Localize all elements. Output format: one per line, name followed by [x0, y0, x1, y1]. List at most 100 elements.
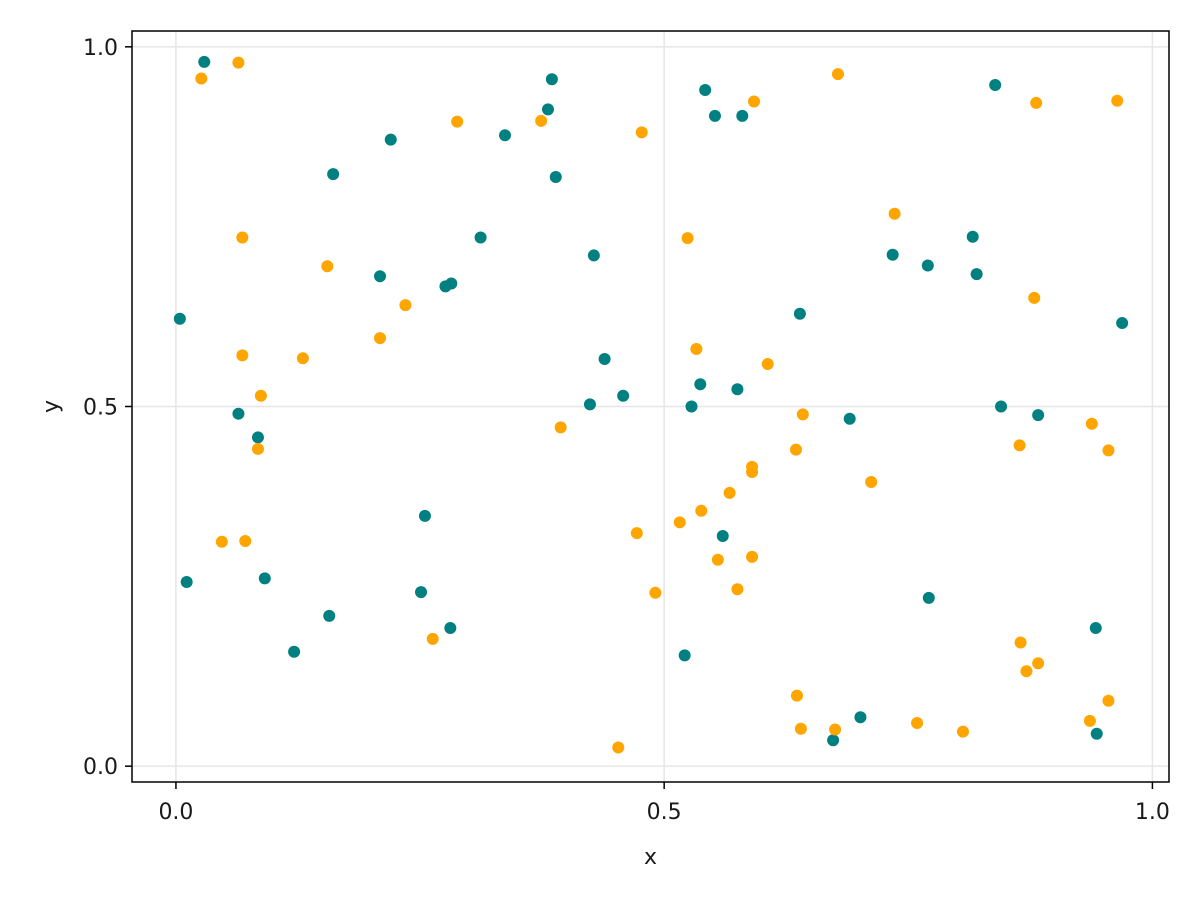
y-tick-label: 1.0	[83, 36, 118, 61]
scatter-point-series-2	[723, 486, 736, 499]
scatter-point-series-1	[415, 586, 428, 599]
scatter-point-series-2	[1020, 665, 1033, 678]
scatter-point-series-2	[746, 550, 759, 563]
scatter-point-series-2	[746, 465, 759, 478]
scatter-point-series-1	[708, 109, 721, 122]
scatter-point-series-1	[549, 171, 562, 184]
scatter-point-series-2	[711, 553, 724, 566]
scatter-point-series-1	[617, 389, 630, 402]
scatter-point-series-1	[736, 109, 749, 122]
scatter-point-series-2	[956, 725, 969, 738]
scatter-point-series-2	[635, 126, 648, 139]
x-axis-title: x	[644, 845, 657, 870]
scatter-point-series-2	[1083, 714, 1096, 727]
scatter-point-series-1	[1032, 409, 1045, 422]
scatter-point-series-2	[195, 72, 208, 85]
scatter-point-series-2	[1102, 694, 1115, 707]
x-tick-label: 1.0	[1135, 800, 1170, 825]
scatter-point-series-1	[921, 259, 934, 272]
scatter-point-series-2	[321, 260, 334, 273]
scatter-point-series-1	[288, 645, 301, 658]
scatter-point-series-2	[865, 476, 878, 489]
scatter-point-series-1	[1089, 622, 1102, 635]
scatter-point-series-2	[1085, 417, 1098, 430]
scatter-point-series-1	[474, 231, 487, 244]
scatter-point-series-2	[673, 516, 686, 529]
scatter-point-series-1	[445, 277, 458, 290]
scatter-point-series-1	[327, 168, 340, 181]
scatter-point-series-2	[426, 632, 439, 645]
scatter-point-series-2	[1030, 96, 1043, 109]
scatter-point-series-1	[418, 509, 431, 522]
scatter-point-series-1	[854, 711, 867, 724]
scatter-point-series-1	[995, 400, 1008, 413]
scatter-point-series-2	[829, 723, 842, 736]
scatter-point-series-1	[198, 55, 211, 68]
scatter-point-series-1	[598, 353, 611, 366]
scatter-point-series-2	[888, 207, 901, 220]
scatter-point-series-2	[1013, 439, 1026, 452]
scatter-point-series-1	[922, 591, 935, 604]
y-tick-label: 0.5	[83, 396, 118, 421]
scatter-point-series-2	[399, 299, 412, 312]
scatter-point-series-2	[451, 115, 464, 128]
scatter-point-series-1	[966, 230, 979, 243]
y-tick-label: 0.0	[83, 755, 118, 780]
scatter-point-series-1	[685, 400, 698, 413]
scatter-point-series-1	[1116, 317, 1129, 330]
scatter-point-series-2	[681, 232, 694, 245]
scatter-point-series-1	[374, 270, 387, 283]
scatter-point-series-1	[843, 412, 856, 425]
scatter-point-series-2	[789, 443, 802, 456]
scatter-point-series-1	[731, 383, 744, 396]
scatter-point-series-2	[612, 741, 625, 754]
scatter-point-series-2	[374, 332, 387, 345]
scatter-point-series-2	[215, 535, 228, 548]
scatter-point-series-2	[1014, 636, 1027, 649]
scatter-point-series-2	[761, 358, 774, 371]
scatter-point-series-1	[232, 407, 245, 420]
scatter-point-series-2	[831, 68, 844, 81]
scatter-point-series-2	[554, 421, 567, 434]
scatter-point-series-2	[790, 689, 803, 702]
scatter-point-series-1	[678, 649, 691, 662]
scatter-point-series-1	[694, 378, 707, 391]
y-axis-title: y	[39, 400, 64, 413]
scatter-point-series-2	[1111, 94, 1124, 107]
data-points	[173, 55, 1129, 754]
grid-lines	[132, 31, 1169, 782]
scatter-point-series-2	[239, 535, 252, 548]
scatter-point-series-1	[173, 312, 186, 325]
scatter-point-series-2	[236, 231, 249, 244]
scatter-point-series-2	[296, 352, 309, 365]
scatter-point-series-2	[748, 95, 761, 108]
scatter-point-series-1	[541, 103, 554, 116]
scatter-point-series-1	[699, 83, 712, 96]
scatter-point-series-2	[796, 408, 809, 421]
axis-ticks: 0.0 0.5 1.0 0.0 0.5 1.0	[83, 36, 1170, 825]
scatter-point-series-1	[180, 576, 193, 589]
scatter-point-series-2	[731, 583, 744, 596]
x-tick-label: 0.5	[647, 800, 682, 825]
scatter-point-series-2	[695, 504, 708, 517]
scatter-point-series-2	[232, 56, 245, 69]
scatter-point-series-2	[1102, 444, 1115, 457]
scatter-point-series-2	[911, 717, 924, 730]
scatter-point-series-2	[254, 389, 267, 402]
scatter-point-series-1	[444, 622, 457, 635]
scatter-point-series-1	[583, 398, 596, 411]
scatter-point-series-2	[535, 114, 548, 127]
scatter-point-series-1	[251, 431, 264, 444]
scatter-point-series-2	[649, 586, 662, 599]
scatter-point-series-1	[258, 572, 271, 585]
scatter-point-series-2	[236, 349, 249, 362]
scatter-point-series-2	[251, 442, 264, 455]
scatter-point-series-1	[323, 609, 336, 622]
scatter-point-series-1	[827, 734, 840, 747]
scatter-point-series-2	[690, 342, 703, 355]
scatter-point-series-1	[545, 73, 558, 86]
scatter-point-series-1	[970, 268, 983, 281]
scatter-point-series-1	[1090, 727, 1103, 740]
